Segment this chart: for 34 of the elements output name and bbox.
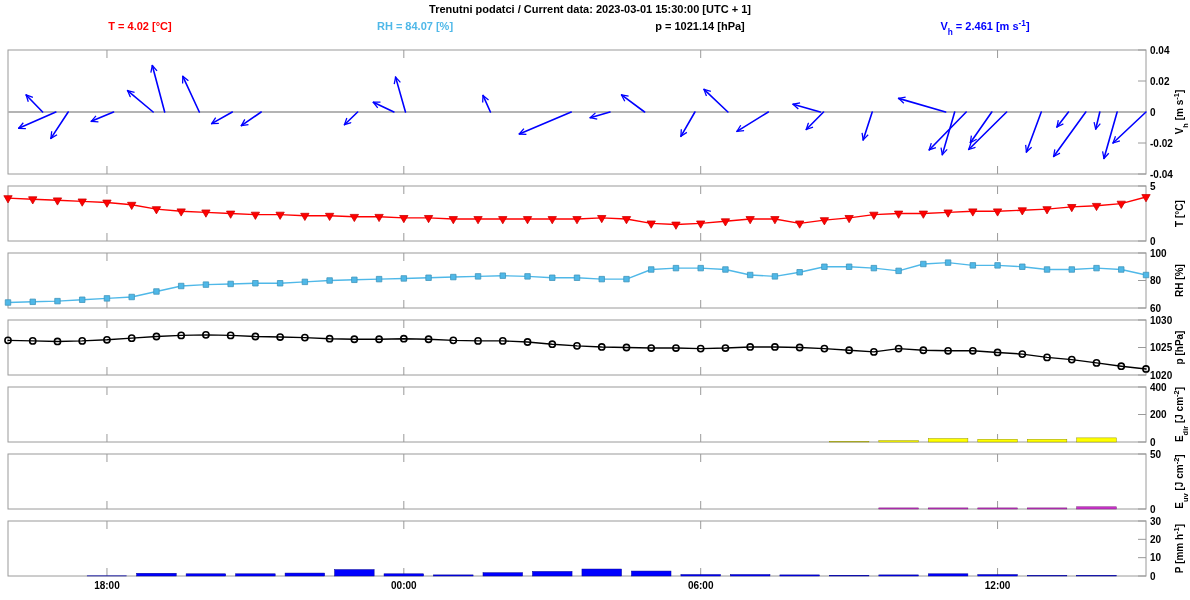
text: p = 1021.14 [hPa] — [655, 20, 746, 32]
x-tick-label: 12:00 — [984, 580, 1011, 591]
y-tick-label: -0.04 — [1150, 168, 1174, 180]
y-tick-label: 0.02 — [1150, 75, 1170, 87]
y-tick-label: 200 — [1150, 409, 1168, 420]
y-tick-label: -0.02 — [1150, 137, 1174, 149]
text: RH = 84.07 [%] — [376, 20, 454, 32]
y-tick-label: 1025 — [1150, 342, 1173, 353]
x-tick-label: 18:00 — [94, 580, 121, 591]
y-tick-label: 0 — [1150, 235, 1156, 247]
y-tick-label: 400 — [1150, 381, 1168, 393]
y-tick-label: 5 — [1150, 180, 1156, 192]
y-tick-label: 0 — [1150, 106, 1156, 118]
x-tick-label: 00:00 — [391, 580, 418, 591]
y-tick-label: 0 — [1150, 570, 1156, 582]
y-tick-label: 1020 — [1150, 369, 1173, 381]
x-tick-label: 06:00 — [687, 580, 714, 591]
y-tick-label: 60 — [1150, 302, 1162, 314]
y-tick-label: 100 — [1150, 247, 1168, 259]
y-tick-label: 30 — [1150, 515, 1162, 527]
text: V$_{h}$ = 2.461 [m s$^{-1}$] — [940, 18, 1030, 37]
y-tick-label: 1030 — [1150, 314, 1173, 326]
y-tick-label: 0 — [1150, 436, 1156, 448]
y-tick-label: 20 — [1150, 533, 1162, 545]
y-axis-title: p [hPa] — [1174, 330, 1185, 365]
text: T = 4.02 [°C] — [108, 20, 173, 32]
y-tick-label: 50 — [1150, 448, 1162, 460]
y-tick-label: 0 — [1150, 503, 1156, 515]
y-axis-title: T [°C] — [1174, 200, 1185, 227]
y-tick-label: 10 — [1150, 552, 1162, 564]
y-axis-title: RH [%] — [1174, 264, 1185, 297]
y-tick-label: 80 — [1150, 275, 1162, 286]
chart-title: Trenutni podatci / Current data: 2023-03-01 15:30:00 [UTC + 1] — [429, 3, 752, 15]
y-tick-label: 0.04 — [1150, 44, 1170, 56]
